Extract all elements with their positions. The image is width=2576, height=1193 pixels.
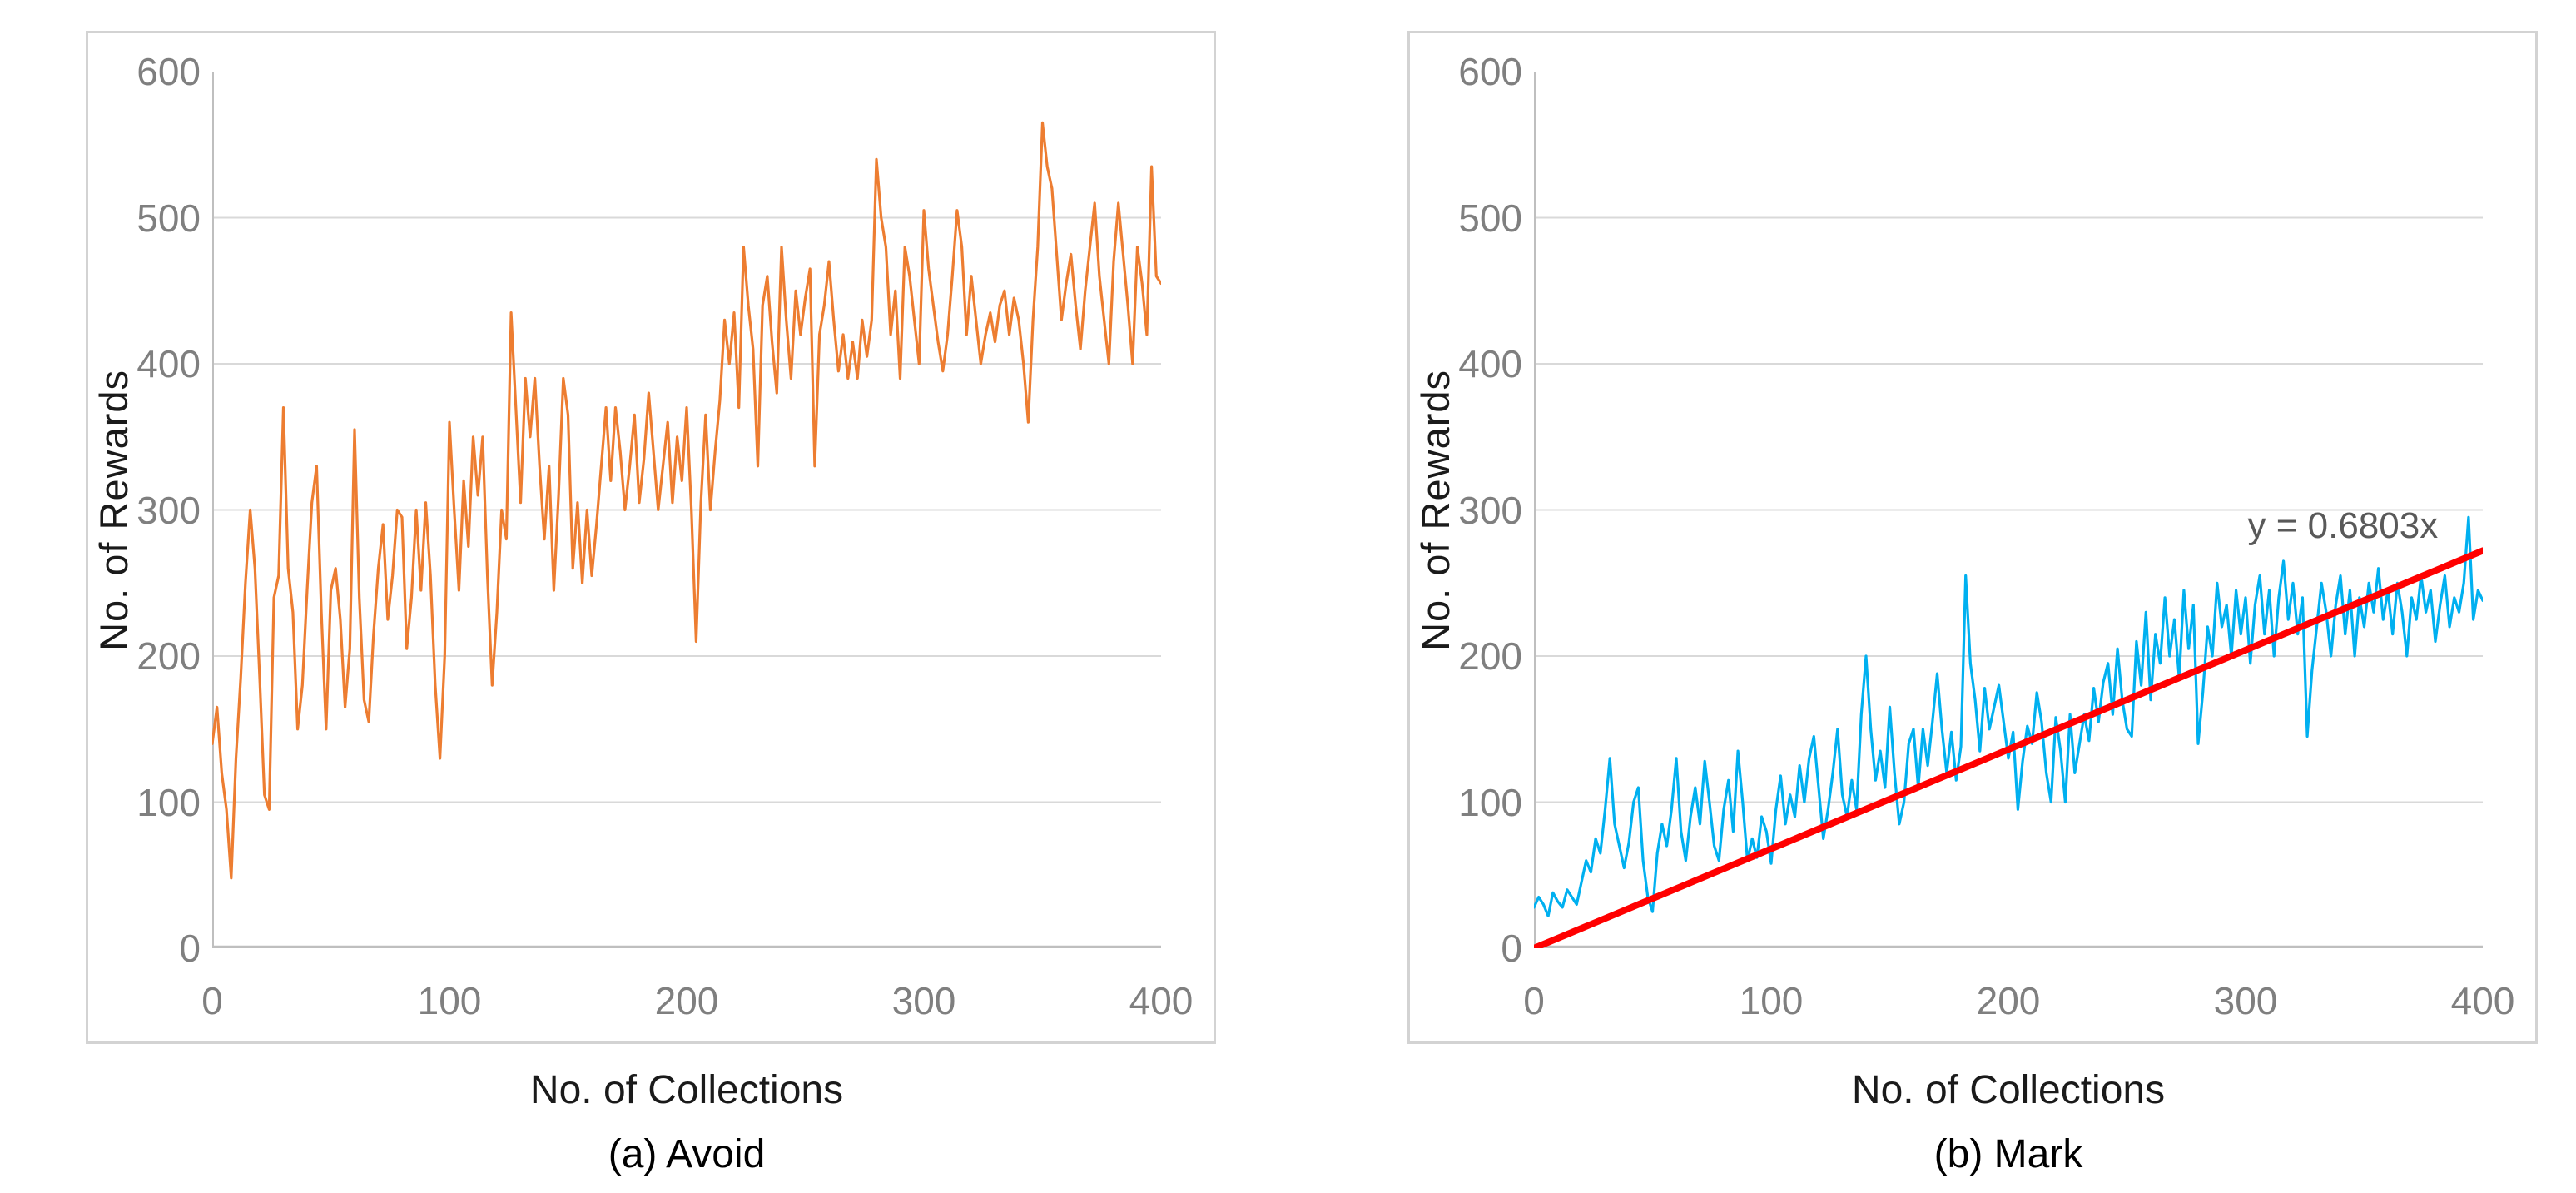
y-tick-label-400: 400 — [1458, 342, 1522, 385]
mark-y-tick-labels: 0 100 200 300 400 500 600 — [1458, 50, 1534, 970]
y-tick-label-400: 400 — [136, 342, 201, 385]
chart-column-avoid: No. of Rewards 0 100 200 300 400 500 600 0 100 2… — [86, 31, 1216, 1177]
series-line-mark-rewards — [1534, 515, 2483, 918]
y-axis-title: No. of Rewards — [1412, 369, 1457, 651]
x-axis-title: No. of Collections — [529, 1068, 844, 1112]
y-tick-label-100: 100 — [136, 780, 201, 824]
trendline — [1534, 547, 2483, 948]
avoid-y-axis-title-cell: No. of Rewards — [88, 72, 138, 948]
series-line-avoid-rewards — [212, 121, 1161, 880]
avoid-x-tick-labels: 0 100 200 300 400 — [201, 948, 1193, 1041]
y-tick-label-300: 300 — [1458, 488, 1522, 532]
y-tick-label-100: 100 — [1458, 780, 1522, 824]
subfigure-caption-b: (b) Mark — [1933, 1132, 2083, 1176]
x-tick-label-200: 200 — [654, 979, 719, 1022]
mark-chart-body: No. of Rewards 0 100 200 300 400 500 600 y = 0… — [1410, 50, 2535, 970]
mark-plot-area: y = 0.6803x — [1534, 72, 2483, 948]
mark-chart-panel: No. of Rewards 0 100 200 300 400 500 600 y = 0… — [1407, 31, 2538, 1044]
x-tick-label-300: 300 — [891, 979, 956, 1022]
x-tick-label-400: 400 — [1129, 979, 1194, 1022]
x-tick-label-200: 200 — [1976, 979, 2041, 1022]
y-tick-label-200: 200 — [136, 634, 201, 678]
y-axis-title: No. of Rewards — [91, 369, 136, 651]
avoid-y-tick-labels: 0 100 200 300 400 500 600 — [136, 50, 212, 970]
y-tick-label-600: 600 — [1458, 50, 1522, 93]
avoid-plot-area — [212, 72, 1161, 948]
x-axis-title: No. of Collections — [1851, 1068, 2166, 1112]
chart-canvas — [212, 72, 1161, 948]
y-tick-label-300: 300 — [136, 488, 201, 532]
subfigure-caption-a: (a) Avoid — [608, 1132, 766, 1176]
y-tick-label-200: 200 — [1458, 634, 1522, 678]
chart-column-mark: No. of Rewards 0 100 200 300 400 500 600 y = 0… — [1407, 31, 2538, 1177]
x-tick-label-300: 300 — [2213, 979, 2278, 1022]
y-tick-label-500: 500 — [1458, 196, 1522, 240]
mark-y-axis-title-cell: No. of Rewards — [1410, 72, 1460, 948]
mark-right-padding — [2483, 72, 2535, 948]
y-tick-label-600: 600 — [136, 50, 201, 93]
avoid-right-padding — [1161, 72, 1214, 948]
x-tick-label-0: 0 — [201, 979, 223, 1022]
avoid-chart-panel: No. of Rewards 0 100 200 300 400 500 600 0 100 2… — [86, 31, 1216, 1044]
avoid-chart-body: No. of Rewards 0 100 200 300 400 500 600 — [88, 50, 1214, 970]
x-tick-label-0: 0 — [1523, 979, 1545, 1022]
y-tick-label-500: 500 — [136, 196, 201, 240]
chart-canvas — [1534, 72, 2483, 948]
x-tick-label-100: 100 — [1739, 979, 1804, 1022]
mark-x-tick-labels: 0 100 200 300 400 — [1523, 948, 2514, 1041]
x-tick-label-100: 100 — [417, 979, 482, 1022]
x-tick-label-400: 400 — [2450, 979, 2515, 1022]
trendline-equation: y = 0.6803x — [2247, 505, 2439, 546]
y-tick-label-0: 0 — [1501, 927, 1522, 970]
y-tick-label-0: 0 — [179, 927, 201, 970]
